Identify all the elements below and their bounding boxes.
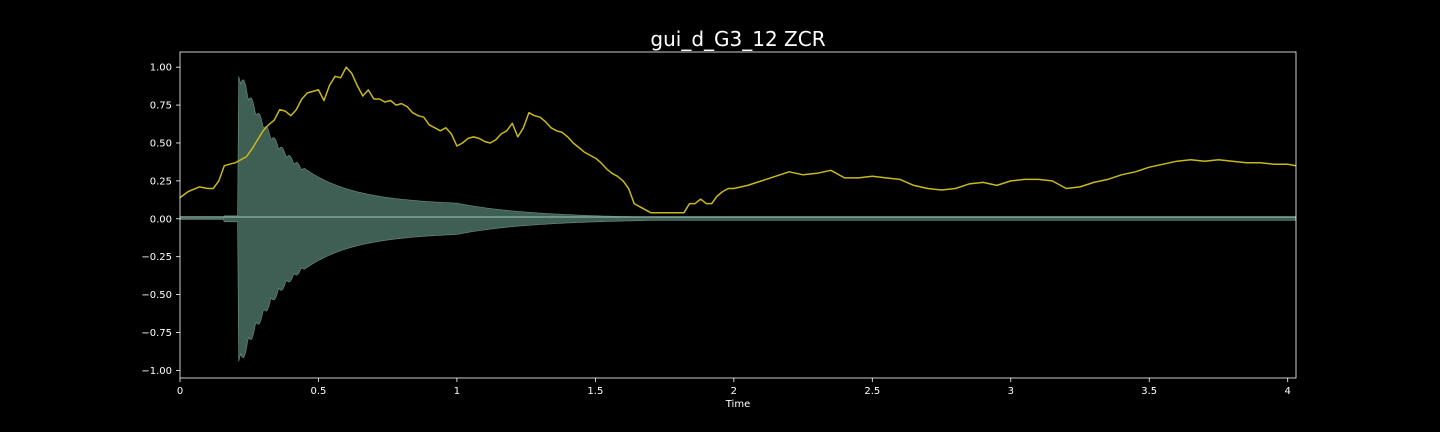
x-tick-label: 3.5 [1141, 386, 1157, 397]
x-tick-label: 0 [177, 386, 183, 397]
y-axis: 1.00 0.75 0.50 0.25 0.00 −0.25 −0.50 −0.75 −1.00 [141, 63, 180, 377]
x-tick-label: 2 [731, 386, 737, 397]
x-tick-label: 1 [454, 386, 460, 397]
y-tick-label: 1.00 [150, 63, 172, 74]
y-tick-label: 0.25 [150, 176, 172, 187]
x-axis-label: Time [725, 399, 750, 410]
x-tick-label: 1.5 [587, 386, 603, 397]
x-axis: 0 0.5 1 1.5 2 2.5 3 3.5 4 [177, 378, 1291, 397]
zcr-line [179, 66, 1297, 214]
y-tick-label: −0.75 [141, 328, 172, 339]
chart-title: gui_d_G3_12 ZCR [650, 27, 825, 51]
axes-frame [179, 51, 1297, 379]
y-tick-label: 0.50 [150, 138, 172, 149]
plot-area [179, 51, 1297, 379]
zcr-line-layer [179, 66, 1297, 214]
x-tick-label: 3 [1008, 386, 1014, 397]
y-tick-label: −1.00 [141, 366, 172, 377]
waveform-layer [179, 76, 1296, 362]
y-tick-label: −0.25 [141, 252, 172, 263]
x-tick-label: 4 [1285, 386, 1291, 397]
x-tick-label: 2.5 [864, 386, 880, 397]
y-tick-label: −0.50 [141, 290, 172, 301]
y-tick-label: 0.75 [150, 101, 172, 112]
x-tick-label: 0.5 [311, 386, 327, 397]
y-tick-label: 0.00 [150, 214, 172, 225]
waveform-envelope [179, 76, 1296, 362]
